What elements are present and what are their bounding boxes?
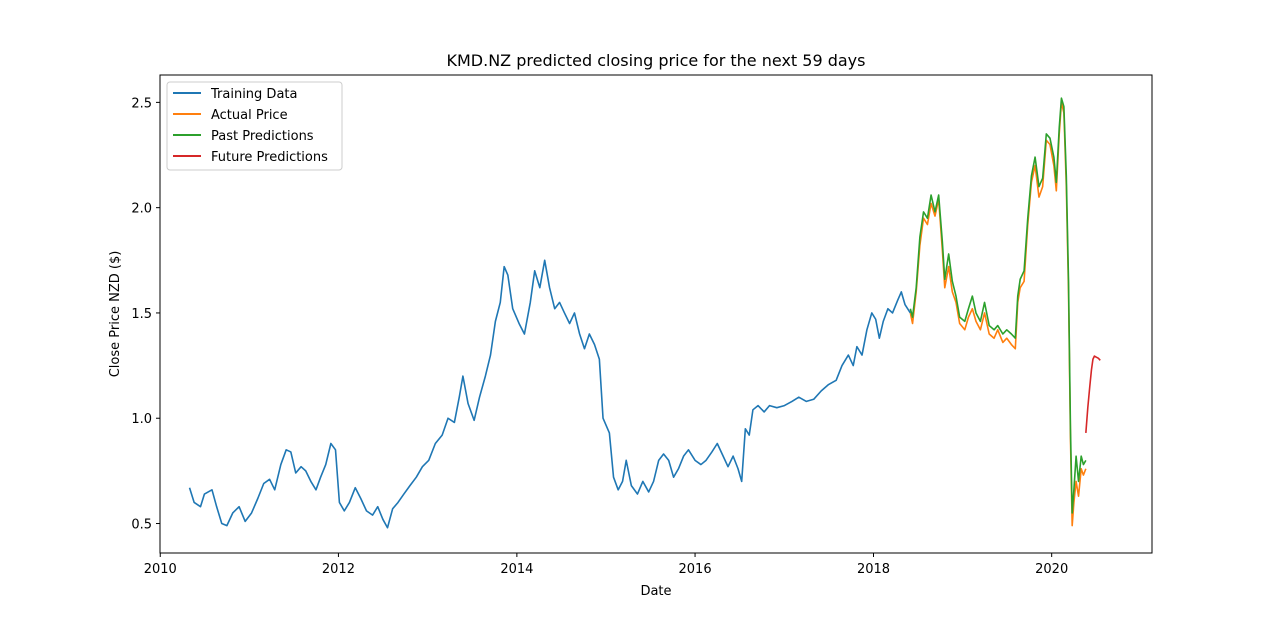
legend-box <box>166 81 343 171</box>
plot-frame <box>159 74 1153 554</box>
x-tick-label: 2018 <box>857 562 890 577</box>
x-tick-label: 2012 <box>322 562 355 577</box>
y-tick-label: 2.5 <box>131 96 152 111</box>
x-tick-label: 2014 <box>500 562 533 577</box>
x-tick-label: 2016 <box>679 562 712 577</box>
y-axis: 0.5 1.0 1.5 2.0 2.5 <box>131 96 160 533</box>
y-tick-label: 1.5 <box>131 307 152 322</box>
legend-label: Future Predictions <box>211 150 328 165</box>
legend-label: Training Data <box>210 87 297 102</box>
chart-title: KMD.NZ predicted closing price for the n… <box>447 51 866 70</box>
y-tick-label: 0.5 <box>131 518 152 533</box>
x-tick-label: 2020 <box>1035 562 1068 577</box>
y-tick-label: 1.0 <box>131 412 152 427</box>
series-line-3 <box>909 97 1087 514</box>
x-tick-label: 2010 <box>144 562 177 577</box>
x-axis: 2010 2012 2014 2016 2018 2020 <box>144 553 1068 577</box>
legend-label: Past Predictions <box>211 129 314 144</box>
y-tick-label: 2.0 <box>131 202 152 217</box>
series-layer <box>188 97 1101 529</box>
x-axis-label: Date <box>640 584 671 599</box>
y-axis-label: Close Price NZD ($) <box>108 251 123 378</box>
legend-label: Actual Price <box>211 108 288 123</box>
series-line-1 <box>188 259 912 529</box>
legend: Training Data Actual Price Past Prediction… <box>166 81 343 171</box>
series-line-4 <box>1085 355 1101 434</box>
